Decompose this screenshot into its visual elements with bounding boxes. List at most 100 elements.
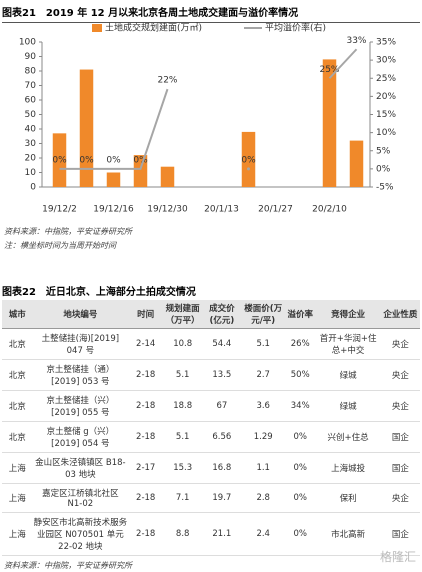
cell: 北京 [2, 421, 33, 453]
y-tick-label: 20 [25, 154, 37, 164]
row: 北京 京土整储挂（通）[2019] 053 号 2-18 5.1 13.5 2.7 50% 绿… [2, 359, 420, 391]
y2-tick-label: 0% [376, 164, 391, 174]
header-cell: 企业性质 [380, 300, 420, 329]
data-label: 22% [157, 76, 177, 86]
y-tick-label: 80 [25, 67, 37, 77]
cell: 北京 [2, 359, 33, 391]
cell: 2-18 [128, 421, 164, 453]
header-cell: 城市 [2, 300, 33, 329]
cell: 18.8 [163, 390, 203, 422]
cell: 8.8 [163, 512, 203, 556]
chart: 0 10 20 30 40 50 60 70 80 90 100 -5% 0% 5% 10% 15% 20% 25… [19, 22, 397, 215]
x-tick-label: 20/1/27 [258, 205, 293, 215]
x-tick-label: 19/12/2 [42, 205, 77, 215]
cell: 北京 [2, 328, 33, 360]
cell: 2-18 [128, 512, 164, 556]
data-label: 33% [346, 36, 366, 46]
row: 北京 京土整储 g（兴）[2019] 054 号 2-18 5.1 6.56 1.29 0%… [2, 421, 420, 453]
bar [160, 166, 175, 187]
x-tick-label: 20/1/13 [204, 205, 239, 215]
note: 注：横坐标时间为当周开始时间 [4, 241, 116, 250]
cell: 金山区朱泾镇镇区 B18-03 地块 [32, 452, 129, 484]
cell: 16.8 [202, 452, 242, 484]
cell: 6.56 [202, 421, 242, 453]
cell: 5.1 [163, 359, 203, 391]
cell: 2-14 [128, 328, 164, 360]
cell: 静安区市北高新技术服务业园区 N070501 单元 22-02 地块 [32, 512, 129, 556]
y2-tick-label: 15% [376, 110, 396, 120]
row: 北京 京土整储挂（兴）[2019] 055 号 2-18 18.8 67 3.6 34% 绿城… [2, 390, 420, 422]
legend-label: 平均溢价率(右) [265, 22, 326, 34]
y2-tick-label: 5% [376, 146, 391, 156]
row: 上海 金山区朱泾镇镇区 B18-03 地块 2-17 15.3 16.8 1.1 0% 上海城… [2, 452, 420, 484]
cell: 央企 [380, 328, 420, 360]
header-cell: 地块编号 [32, 300, 129, 329]
y-tick-label: 50 [25, 110, 37, 120]
cell: 34% [284, 390, 316, 422]
cell: 国企 [380, 452, 420, 484]
line [59, 88, 169, 170]
watermark: 格隆汇 [379, 550, 416, 564]
header-cell: 溢价率 [284, 300, 316, 329]
chart-title: 图表21 2019 年 12 月以来北京各周土地成交建面与溢价率情况 [2, 4, 420, 23]
data-label: 25% [319, 65, 339, 75]
cell: 央企 [380, 359, 420, 391]
header-row: 城市 地块编号 时间 规划建面（万平） 成交价(亿元) 楼面价(万元/平) 溢价率 竞得企业企… [2, 300, 420, 329]
cell: 兴创+住总 [315, 421, 381, 453]
cell: 5.1 [163, 421, 203, 453]
bar [322, 59, 337, 187]
cell: 0% [284, 512, 316, 556]
cell: 2.4 [241, 512, 285, 556]
legend-swatch [92, 24, 102, 32]
header-cell: 时间 [128, 300, 164, 329]
data-label: 0% [79, 155, 94, 165]
cell: 26% [284, 328, 316, 360]
y2-tick-label: 25% [376, 74, 396, 84]
y2-tick-label: 20% [376, 92, 396, 102]
cell: 2.7 [241, 359, 285, 391]
cell: 绿城 [315, 390, 381, 422]
row: 上海 嘉定区江桥镇北社区 N1-02 2-18 7.1 19.7 2.8 0% 保利 央企 [2, 483, 420, 513]
row: 上海 静安区市北高新技术服务业园区 N070501 单元 22-02 地块 2-18… [2, 512, 420, 556]
y-tick-label: 10 [25, 168, 37, 178]
cell: 7.1 [163, 483, 203, 513]
cell: 2-18 [128, 359, 164, 391]
cell: 绿城 [315, 359, 381, 391]
y-tick-label: 30 [25, 139, 37, 149]
cell: 0% [284, 483, 316, 513]
header-cell: 成交价(亿元) [202, 300, 242, 329]
y-tick-label: 90 [25, 52, 37, 62]
cell: 15.3 [163, 452, 203, 484]
y2-tick-label: 35% [376, 38, 396, 48]
cell: 京土整储挂（兴）[2019] 055 号 [32, 390, 129, 422]
header-cell: 规划建面（万平） [163, 300, 203, 329]
cell: 京土整储挂（通）[2019] 053 号 [32, 359, 129, 391]
header-cell: 楼面价(万元/平) [241, 300, 285, 329]
cell: 北京 [2, 390, 33, 422]
legend-label: 土地成交规划建面(万㎡) [105, 22, 202, 34]
x-tick-label: 19/12/30 [147, 205, 188, 215]
cell: 19.7 [202, 483, 242, 513]
data-label: 0% [106, 155, 121, 165]
cell: 上海 [2, 512, 33, 556]
y-tick-label: 70 [25, 81, 37, 91]
line-point [247, 167, 250, 171]
cell: 5.1 [241, 328, 285, 360]
y-tick-label: 40 [25, 125, 37, 135]
cell: 京土整储 g（兴）[2019] 054 号 [32, 421, 129, 453]
cell: 1.1 [241, 452, 285, 484]
cell: 10.8 [163, 328, 203, 360]
cell: 上海城投 [315, 452, 381, 484]
bar [52, 133, 67, 187]
bar [349, 140, 364, 187]
cell: 国企 [380, 421, 420, 453]
x-tick-label: 19/12/16 [93, 205, 134, 215]
bar [106, 172, 121, 187]
table: 城市 地块编号 时间 规划建面（万平） 成交价(亿元) 楼面价(万元/平) 溢价率 竞得企业企… [2, 300, 420, 556]
cell: 国企 [380, 512, 420, 556]
cell: 54.4 [202, 328, 242, 360]
bar [241, 131, 256, 187]
cell: 上海 [2, 483, 33, 513]
cell: 0% [284, 421, 316, 453]
